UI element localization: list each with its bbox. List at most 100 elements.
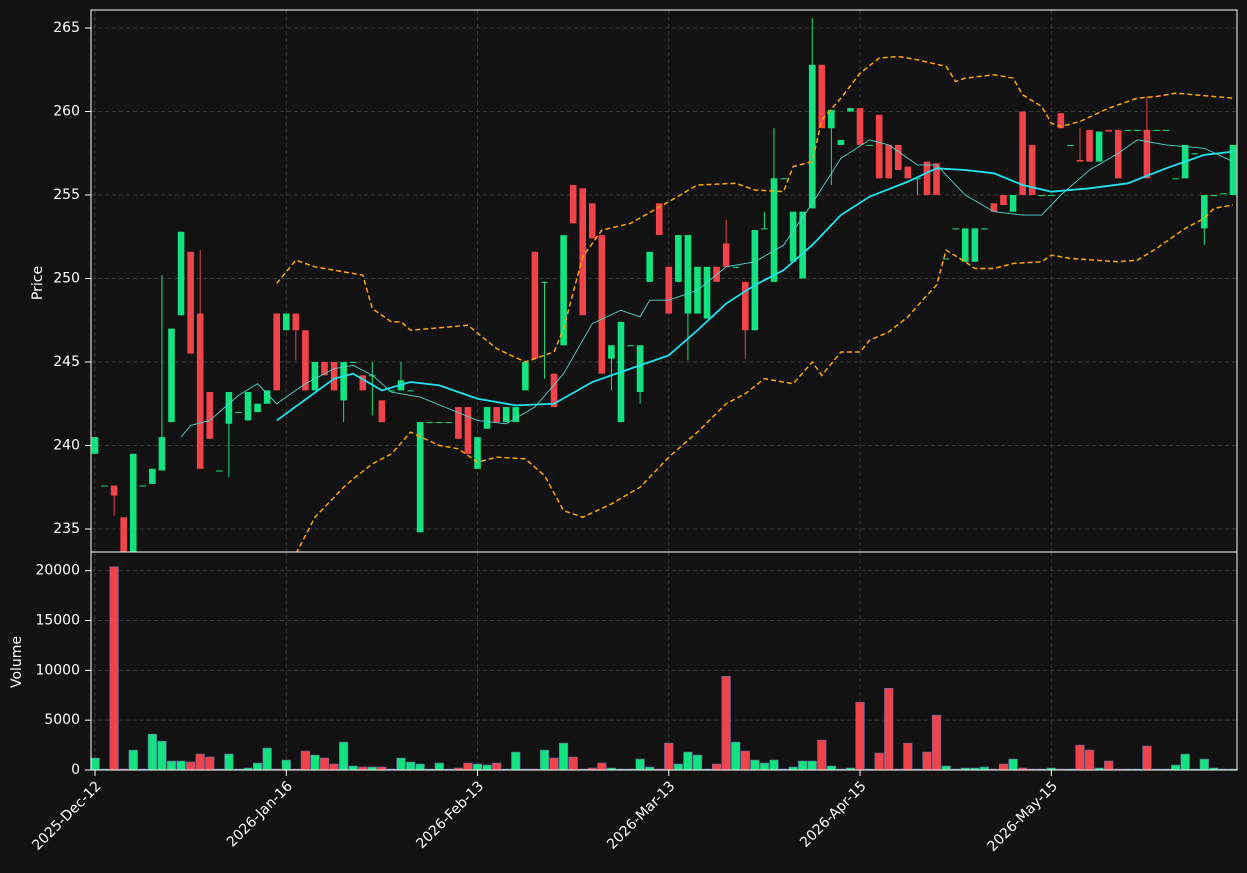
candle-body (1210, 195, 1218, 197)
candle-body (129, 453, 137, 552)
candle-body (665, 266, 673, 314)
volume-bar (549, 757, 559, 771)
indicator-line (276, 150, 1234, 422)
volume-bar (558, 742, 569, 771)
candle-body (455, 407, 462, 439)
candle-body (722, 243, 730, 267)
volume-bar (166, 760, 177, 771)
volume-bar (329, 763, 339, 771)
volume-bar (941, 765, 951, 771)
volume-bar (205, 756, 215, 771)
candle-body (149, 468, 156, 484)
candle-body (531, 251, 539, 359)
volume-bar (348, 765, 358, 771)
volume-bar (903, 742, 913, 771)
candle-body (101, 485, 108, 487)
volume-bar (721, 676, 731, 771)
y-tick-label: 250 (53, 270, 80, 286)
candle-body (292, 313, 300, 331)
candle-body (608, 345, 615, 359)
candle-body (282, 313, 290, 331)
candle-body (550, 373, 558, 408)
volume-bar (731, 741, 741, 771)
candle-body (1229, 144, 1237, 196)
volume-bar (1075, 744, 1085, 771)
volume-bar (922, 751, 932, 771)
candle-body (407, 390, 414, 392)
candle-body (483, 407, 491, 429)
volume-bar (1142, 745, 1152, 771)
candle-body (799, 211, 806, 279)
candle-body (235, 412, 242, 414)
candle-body (1000, 195, 1007, 206)
candle-body (120, 517, 127, 552)
volume-bar (109, 566, 119, 771)
volume-bar (1171, 764, 1181, 771)
indicator-line (276, 55, 1234, 363)
volume-bar (635, 758, 645, 771)
y-tick-label: 235 (53, 521, 80, 537)
volume-bar (147, 733, 157, 771)
candle-body (158, 437, 166, 471)
volume-bar (339, 741, 349, 771)
y-tick-label: 245 (53, 354, 80, 370)
candle-body (1124, 129, 1132, 131)
candle-body (780, 178, 787, 180)
volume-bar (396, 757, 406, 771)
y-tick-label: 0 (71, 762, 80, 778)
panel-frame (90, 551, 1238, 771)
candle-body (1143, 129, 1151, 179)
volume-bar (472, 763, 483, 771)
candle-body (875, 114, 883, 179)
candle-body (847, 108, 854, 112)
candle-body (579, 188, 587, 316)
volume-bar (90, 757, 100, 771)
candle-body (1153, 129, 1160, 131)
candle-body (302, 330, 309, 391)
candle-body (770, 178, 778, 282)
volume-bar (711, 763, 722, 771)
volume-bar (434, 762, 444, 771)
y-tick-label: 265 (53, 20, 80, 36)
volume-bar (195, 753, 205, 771)
candle-body (1009, 195, 1017, 212)
volume-bar (463, 762, 473, 771)
y-tick-label: 15000 (35, 613, 80, 629)
candle-body (541, 281, 548, 283)
candle-body (1057, 113, 1065, 129)
candle-body (435, 422, 443, 424)
y-axis-label: Volume (9, 636, 25, 688)
y-tick-label: 5000 (44, 712, 80, 728)
candle-body (474, 437, 481, 469)
volume-bar (539, 749, 550, 771)
volume-bar (817, 739, 827, 771)
volume-bar (826, 765, 836, 771)
candle-body (426, 422, 434, 424)
candle-body (1019, 111, 1026, 196)
candle-body (808, 64, 816, 209)
candle-body (1038, 195, 1046, 197)
candle-body (445, 422, 453, 424)
candle-body (1048, 195, 1055, 197)
candle-body (1067, 144, 1074, 146)
candle-body (216, 470, 223, 472)
volume-bar (750, 759, 760, 771)
y-tick-label: 260 (53, 104, 80, 120)
volume-bar (807, 760, 817, 771)
candle-body (904, 166, 912, 179)
candle-body (818, 64, 826, 129)
candle-body (828, 109, 835, 129)
candle-body (837, 139, 845, 145)
volume-bar (300, 750, 310, 771)
candle-body (493, 407, 500, 423)
y-tick-label: 20000 (35, 563, 80, 579)
volume-bar (186, 761, 196, 771)
volume-bar (405, 761, 416, 771)
candle-body (464, 407, 472, 454)
candle-body (321, 361, 328, 376)
candle-body (340, 361, 347, 401)
volume-bar (1084, 749, 1095, 771)
volume-bar (157, 740, 167, 771)
